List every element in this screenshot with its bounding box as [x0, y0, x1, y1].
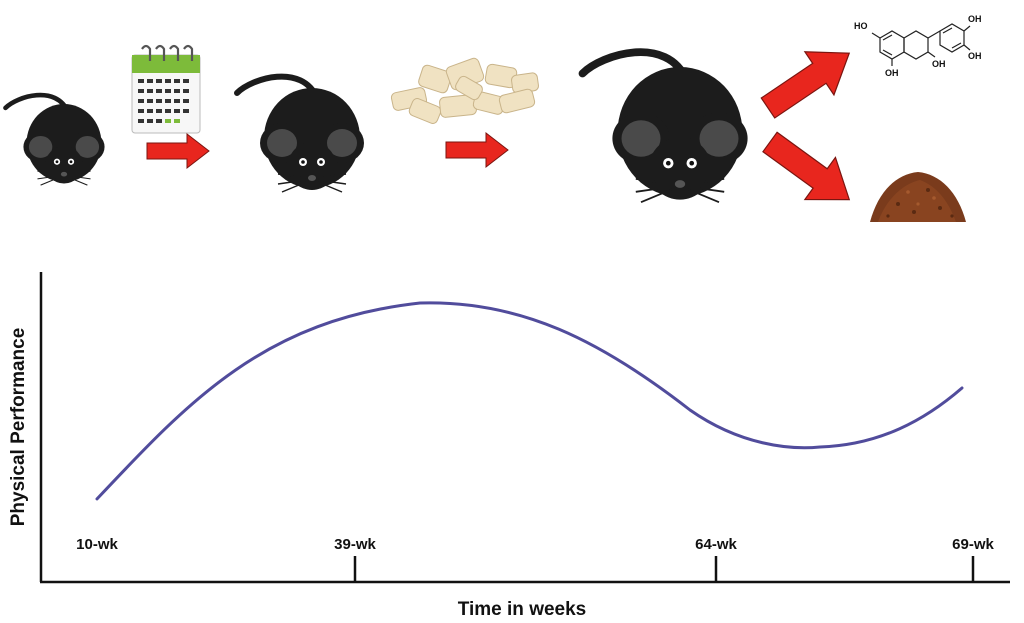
arrow-up-icon: [752, 31, 865, 131]
food-pieces-icon: [390, 57, 539, 124]
y-axis-label: Physical Performance: [8, 328, 29, 527]
mouse-icon: [583, 52, 748, 202]
cocoa-powder-icon: [870, 172, 966, 222]
mouse-icon: [237, 77, 364, 192]
molecule-label: HO: [854, 21, 868, 31]
tick-label: 69-wk: [952, 536, 994, 553]
performance-line: [95, 301, 964, 501]
diagram: HO OH OH OH OH: [6, 14, 982, 222]
arrow-icon: [146, 133, 210, 169]
chart: 10-wk 39-wk 64-wk 69-wk Time in weeks Ph…: [8, 272, 1010, 620]
arrow-down-icon: [754, 120, 866, 222]
molecule-label: OH: [968, 51, 982, 61]
tick-label: 39-wk: [334, 536, 376, 553]
molecule-label: OH: [968, 14, 982, 24]
arrow-icon: [445, 132, 509, 168]
x-axis-label: Time in weeks: [458, 599, 587, 620]
chemical-structure-icon: HO OH OH OH OH: [854, 14, 982, 78]
molecule-label: OH: [932, 59, 946, 69]
tick-label: 10-wk: [76, 536, 118, 553]
calendar-grid: [138, 79, 189, 123]
tick-label: 64-wk: [695, 536, 737, 553]
mouse-icon: [6, 95, 105, 185]
molecule-label: OH: [885, 68, 899, 78]
calendar-icon: [131, 44, 201, 134]
tick-marks: [353, 556, 975, 582]
